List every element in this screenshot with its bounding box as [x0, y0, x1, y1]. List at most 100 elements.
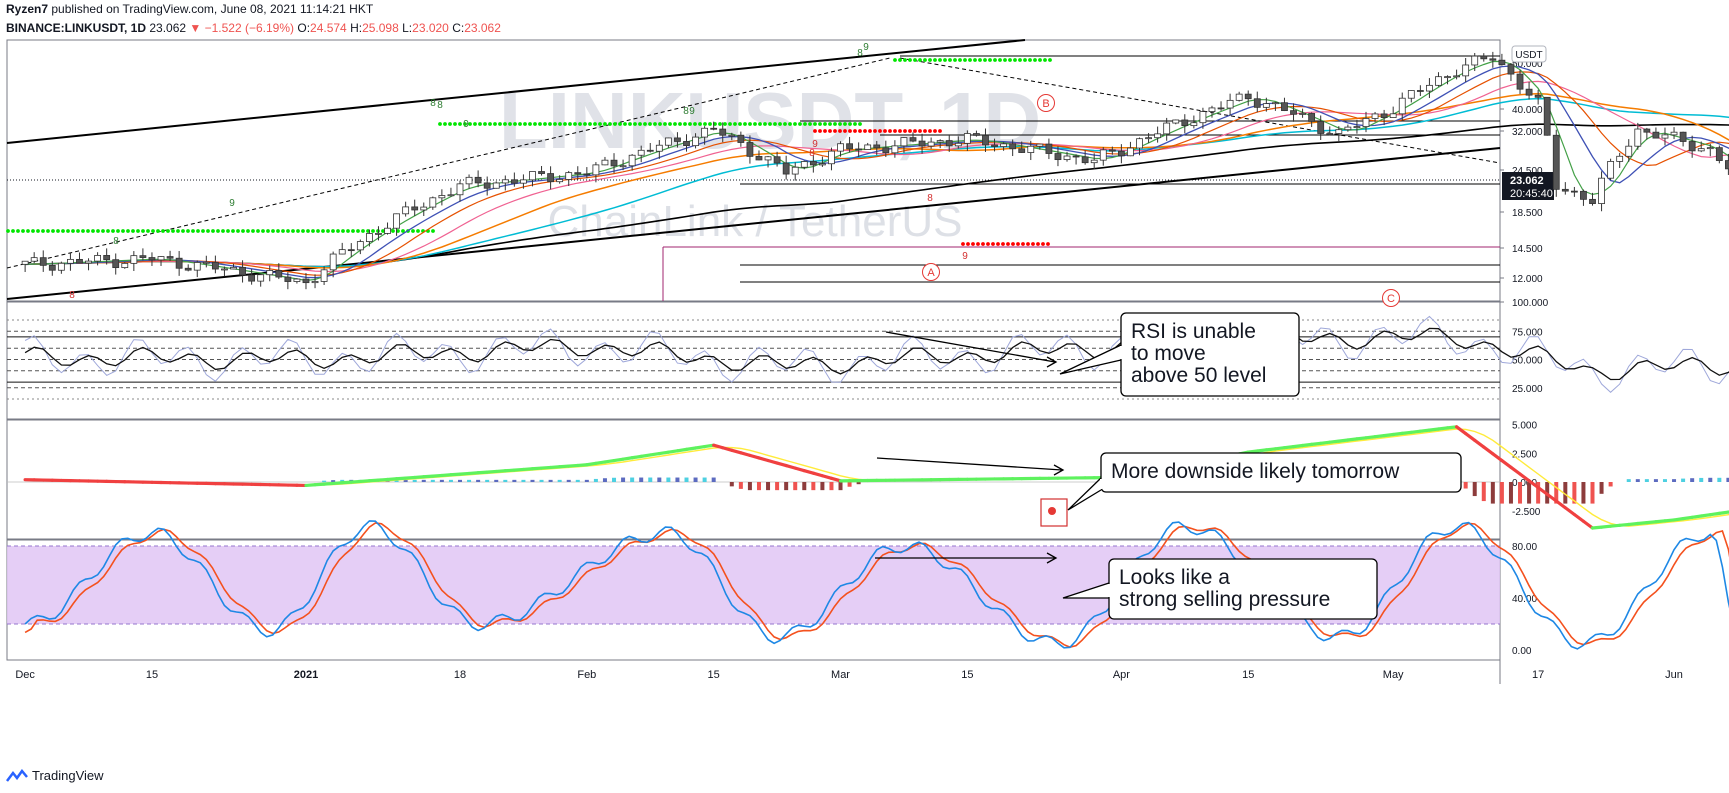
candle-down	[1117, 150, 1125, 157]
green-dots-mid-dot	[808, 122, 812, 126]
macd-hist-up	[684, 477, 689, 482]
candle-up	[1262, 103, 1270, 108]
candle-up	[338, 249, 346, 255]
green-dots-high-dot	[1043, 58, 1047, 62]
stoch-k-line	[24, 520, 1729, 650]
footer-brand-label: TradingView	[32, 768, 104, 783]
candle-down	[184, 267, 192, 271]
candle-up	[1163, 122, 1171, 135]
green-dots-low-dot	[151, 229, 155, 233]
green-dots-mid-dot	[648, 122, 652, 126]
green-dots-low-dot	[111, 229, 115, 233]
close-label: C:	[452, 21, 465, 35]
macd-hist-up	[693, 477, 698, 482]
macd-hist-up	[521, 479, 526, 482]
green-dots-mid-dot	[523, 122, 527, 126]
green-dots-low-dot	[226, 229, 230, 233]
green-dots-low-dot	[291, 229, 295, 233]
macd-hist-up	[340, 479, 345, 482]
macd-hist-down	[1481, 482, 1486, 502]
time-tick-label: May	[1383, 669, 1404, 681]
red-dots-low-dot	[1031, 242, 1035, 246]
candle-up	[1145, 137, 1152, 140]
candle-down	[1380, 113, 1388, 118]
candle-down	[1589, 198, 1596, 204]
candle-down	[991, 144, 998, 147]
footer-brand[interactable]: TradingView	[6, 768, 104, 783]
red-dots-mid-dot	[878, 129, 882, 133]
green-dots-low-dot	[126, 229, 130, 233]
candle-up	[447, 194, 455, 197]
candle-down	[1054, 153, 1062, 161]
red-dots-mid-dot	[913, 129, 917, 133]
candle-down	[1416, 90, 1424, 92]
green-dots-mid-dot	[463, 122, 467, 126]
candle-down	[1534, 94, 1542, 98]
time-tick-label: 15	[708, 669, 720, 681]
candle-up	[1389, 113, 1397, 118]
green-dots-mid-dot	[718, 122, 722, 126]
candle-up	[1000, 143, 1007, 147]
macd-hist-up	[403, 479, 408, 482]
green-dots-low-dot	[326, 229, 330, 233]
green-dots-high-dot	[973, 58, 977, 62]
candle-down	[1543, 96, 1551, 136]
price-tick-label: 40.000	[1512, 105, 1543, 116]
macd-hist-down	[747, 482, 752, 491]
green-dots-low-dot	[26, 229, 30, 233]
candle-up	[1426, 84, 1433, 92]
candle-up	[520, 179, 527, 184]
green-dots-high-dot	[913, 58, 917, 62]
green-dots-mid-dot	[618, 122, 622, 126]
candle-up	[1362, 118, 1370, 127]
stoch-tick-label: 40.00	[1512, 594, 1537, 605]
candle-down	[1018, 148, 1026, 153]
candle-up	[1634, 128, 1642, 147]
candle-up	[1299, 113, 1306, 115]
candle-up	[1235, 93, 1243, 101]
macd-hist-up	[439, 479, 444, 482]
green-dots-low-dot	[121, 229, 125, 233]
green-dots-mid-dot	[533, 122, 537, 126]
candle-down	[918, 140, 926, 147]
stoch-callout-pointer	[1062, 582, 1110, 599]
candle-down	[855, 148, 863, 151]
td-count-label: 9	[863, 42, 869, 53]
green-dots-low-dot	[401, 229, 405, 233]
red-dots-low-dot	[1006, 242, 1010, 246]
red-dots-mid	[813, 129, 942, 133]
green-dots-mid-dot	[673, 122, 677, 126]
time-tick-label: Jun	[1665, 669, 1683, 681]
author-name: Ryzen7	[6, 2, 49, 16]
green-dots-mid-dot	[598, 122, 602, 126]
candle-down	[1045, 143, 1053, 154]
green-dots-mid-dot	[468, 122, 472, 126]
candle-up	[311, 281, 319, 284]
red-dots-low-dot	[1026, 242, 1030, 246]
candle-down	[39, 257, 47, 266]
macd-hist-up	[548, 479, 553, 482]
green-dots-mid-dot	[778, 122, 782, 126]
green-dots-mid-dot	[558, 122, 562, 126]
red-dots-low-dot	[961, 242, 965, 246]
low-value: 23.020	[412, 21, 449, 35]
green-dots-high-dot	[993, 58, 997, 62]
candle-down	[610, 159, 618, 167]
macd-hist-down	[775, 482, 780, 491]
green-dots-low-dot	[46, 229, 50, 233]
candle-up	[1371, 113, 1379, 119]
macd-hist-down	[1490, 482, 1495, 504]
candle-up	[963, 133, 971, 144]
green-dots-mid-dot	[623, 122, 627, 126]
candle-up	[1090, 159, 1098, 164]
macd-tick-label: 0.000	[1512, 478, 1537, 489]
green-dots-low-dot	[281, 229, 285, 233]
candle-up	[791, 166, 799, 175]
candle-down	[284, 276, 292, 282]
green-dots-mid-dot	[683, 122, 687, 126]
candle-down	[1516, 73, 1524, 90]
stoch-callout-text: Looks like a	[1119, 566, 1230, 589]
green-dots-high-dot	[938, 58, 942, 62]
macd-hist-up	[485, 479, 490, 482]
